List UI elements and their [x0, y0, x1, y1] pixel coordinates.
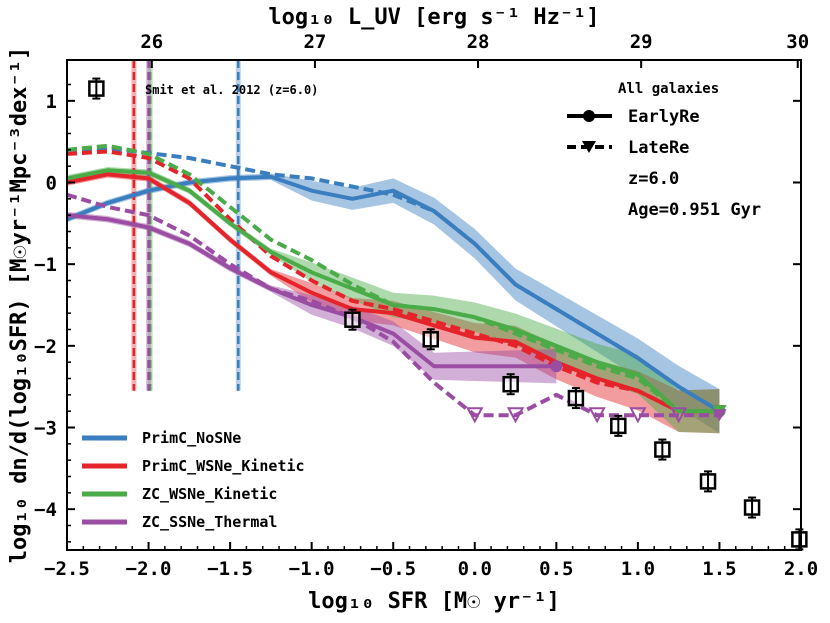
y-tick-label: −3 — [34, 418, 57, 440]
x-axis-label: log₁₀ SFR [M☉ yr⁻¹] — [308, 589, 560, 614]
y-tick-label: −1 — [34, 254, 57, 276]
x-tick-label: −1.5 — [207, 558, 253, 580]
y-tick-label: −2 — [34, 336, 57, 358]
axis-ticks: −2.5 −2.0 −1.5 −1.0 −0.5 0.0 0.5 1.0 1.5 2.0 1 0 −1 −… — [34, 31, 818, 580]
series-line-primc-nosne-latere — [67, 146, 721, 413]
series-line-primc-wsne-kinetic-latere — [67, 149, 720, 414]
x-tick-label: 1.0 — [621, 558, 655, 580]
observations — [88, 77, 808, 551]
info-title: All galaxies — [618, 81, 719, 97]
legend-label-primc-wsne-kinetic: PrimC_WSNe_Kinetic — [142, 457, 305, 475]
late-triangle-marker — [466, 407, 484, 424]
x-tick-label: −0.5 — [370, 558, 416, 580]
series-line-zc-wsne-kinetic-latere — [67, 143, 720, 414]
top-x-axis-label: log₁₀ L_UV [erg s⁻¹ Hz⁻¹] — [268, 5, 599, 30]
uncertainty-bands — [67, 166, 720, 434]
legend-label-zc-wsne-kinetic: ZC_WSNe_Kinetic — [142, 485, 277, 503]
legend-label-zc-ssne-thermal: ZC_SSNe_Thermal — [142, 513, 277, 531]
x-tick-label: 0.5 — [539, 558, 573, 580]
x-tick-label: 1.5 — [702, 558, 736, 580]
late-label: LateRe — [628, 138, 689, 158]
y-axis-label: log₁₀ dn/d(log₁₀SFR) [M☉yr⁻¹Mpc⁻³dex⁻¹] — [7, 47, 32, 564]
observation-label: Smit et al. 2012 (z=6.0) — [145, 83, 318, 97]
late-triangle-marker — [506, 407, 525, 424]
y-tick-label: 0 — [46, 173, 57, 195]
series-end-marker-zc-ssne-thermal-late — [712, 409, 727, 422]
y-tick-label: −4 — [34, 499, 57, 521]
early-label: EarlyRe — [628, 107, 700, 127]
x-tick-label: 0.0 — [458, 558, 492, 580]
top-tick-label: 27 — [303, 31, 326, 53]
x-tick-label: −1.0 — [289, 558, 335, 580]
late-triangle-marker — [669, 407, 688, 424]
top-tick-label: 29 — [630, 31, 653, 53]
series-end-marker-zc-ssne-thermal — [550, 360, 563, 373]
info-box: All galaxies EarlyRe LateRe z=6.0 Age=0.… — [567, 81, 761, 220]
early-marker — [583, 110, 595, 122]
late-marker — [582, 141, 596, 153]
x-tick-label: −2.0 — [126, 558, 172, 580]
x-tick-label: 2.0 — [784, 558, 818, 580]
plot-frame — [66, 59, 802, 551]
reionization-lines — [131, 60, 241, 391]
series-lines — [67, 143, 727, 424]
series-line-primc-wsne-kinetic-earlyre — [67, 172, 720, 414]
band-zc-wsne-kinetic — [67, 166, 720, 434]
series-line-zc-ssne-thermal-earlyre — [67, 213, 557, 369]
series-line-zc-ssne-thermal-latere — [67, 192, 720, 418]
late-triangle-marker — [588, 407, 606, 424]
age-label: Age=0.951 Gyr — [628, 200, 761, 220]
y-tick-label: 1 — [46, 91, 57, 113]
series-line-zc-wsne-kinetic-earlyre — [67, 168, 720, 414]
top-tick-label: 26 — [140, 31, 163, 53]
band-zc-ssne-thermal — [67, 211, 557, 384]
top-tick-label: 30 — [786, 31, 809, 53]
x-tick-label: −2.5 — [44, 558, 90, 580]
legend-label-primc-nosne: PrimC_NoSNe — [142, 429, 241, 447]
legend: PrimC_NoSNe PrimC_WSNe_Kinetic ZC_WSNe_Kin… — [82, 429, 305, 531]
late-triangle-marker — [629, 407, 647, 424]
top-tick-label: 28 — [467, 31, 490, 53]
redshift-label: z=6.0 — [628, 169, 679, 189]
